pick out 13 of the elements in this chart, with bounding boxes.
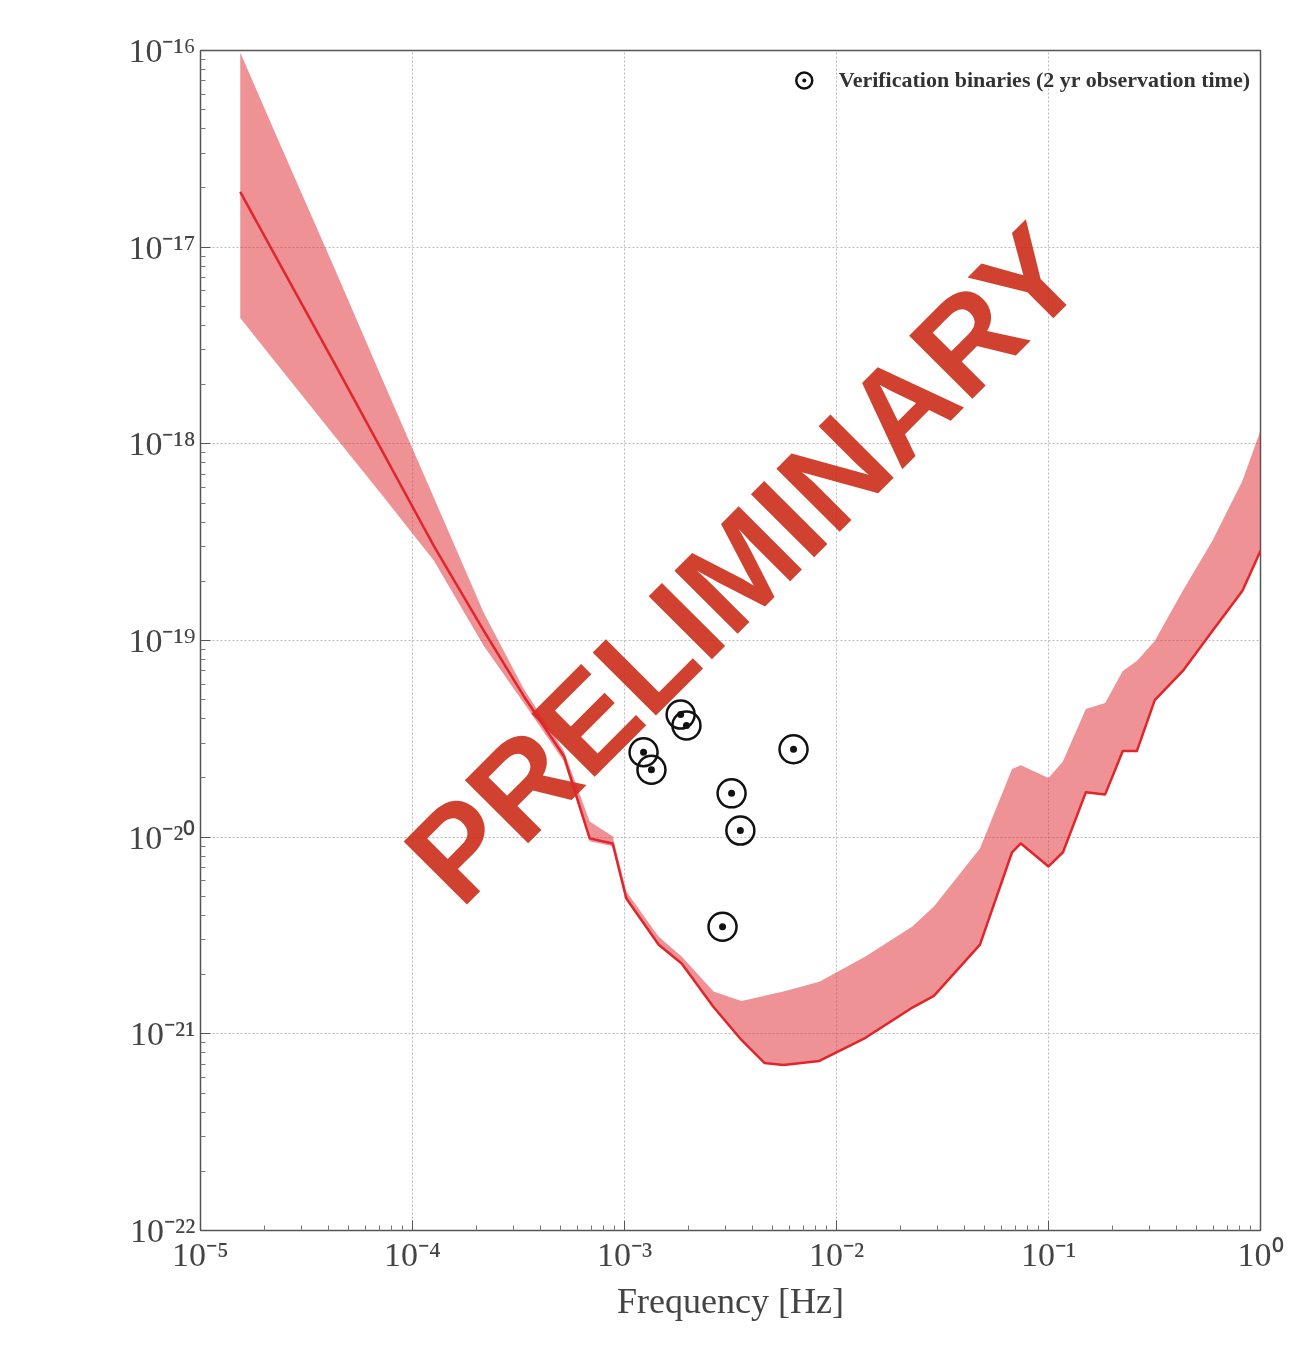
y-tick-label: 10⁻²¹ <box>130 1015 196 1053</box>
x-tick-label: 10⁻⁴ <box>384 1235 441 1273</box>
y-tick-label: 10⁻²⁰ <box>128 818 196 856</box>
y-tick-label: 10⁻¹⁹ <box>128 622 196 659</box>
x-axis-title: Frequency [Hz] <box>617 1280 844 1321</box>
y-tick-label: 10⁻¹⁶ <box>128 32 196 69</box>
legend-label: Verification binaries (2 yr observation time) <box>838 67 1250 93</box>
x-tick-label: 10⁻² <box>808 1235 865 1273</box>
x-tick-label: 10⁻¹ <box>1020 1235 1077 1273</box>
x-tick-label: 10⁻³ <box>596 1235 653 1273</box>
y-tick-label: 10⁻¹⁸ <box>128 425 196 463</box>
y-tick-label: 10⁻¹⁷ <box>128 228 196 266</box>
x-tick-label: 10⁰ <box>1237 1235 1284 1273</box>
